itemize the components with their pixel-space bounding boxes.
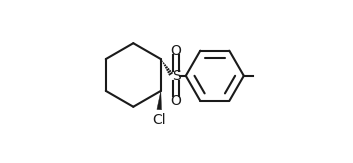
Polygon shape xyxy=(157,91,161,110)
Text: O: O xyxy=(171,44,181,58)
Text: S: S xyxy=(172,69,180,83)
Text: O: O xyxy=(171,94,181,108)
Text: Cl: Cl xyxy=(152,113,166,127)
